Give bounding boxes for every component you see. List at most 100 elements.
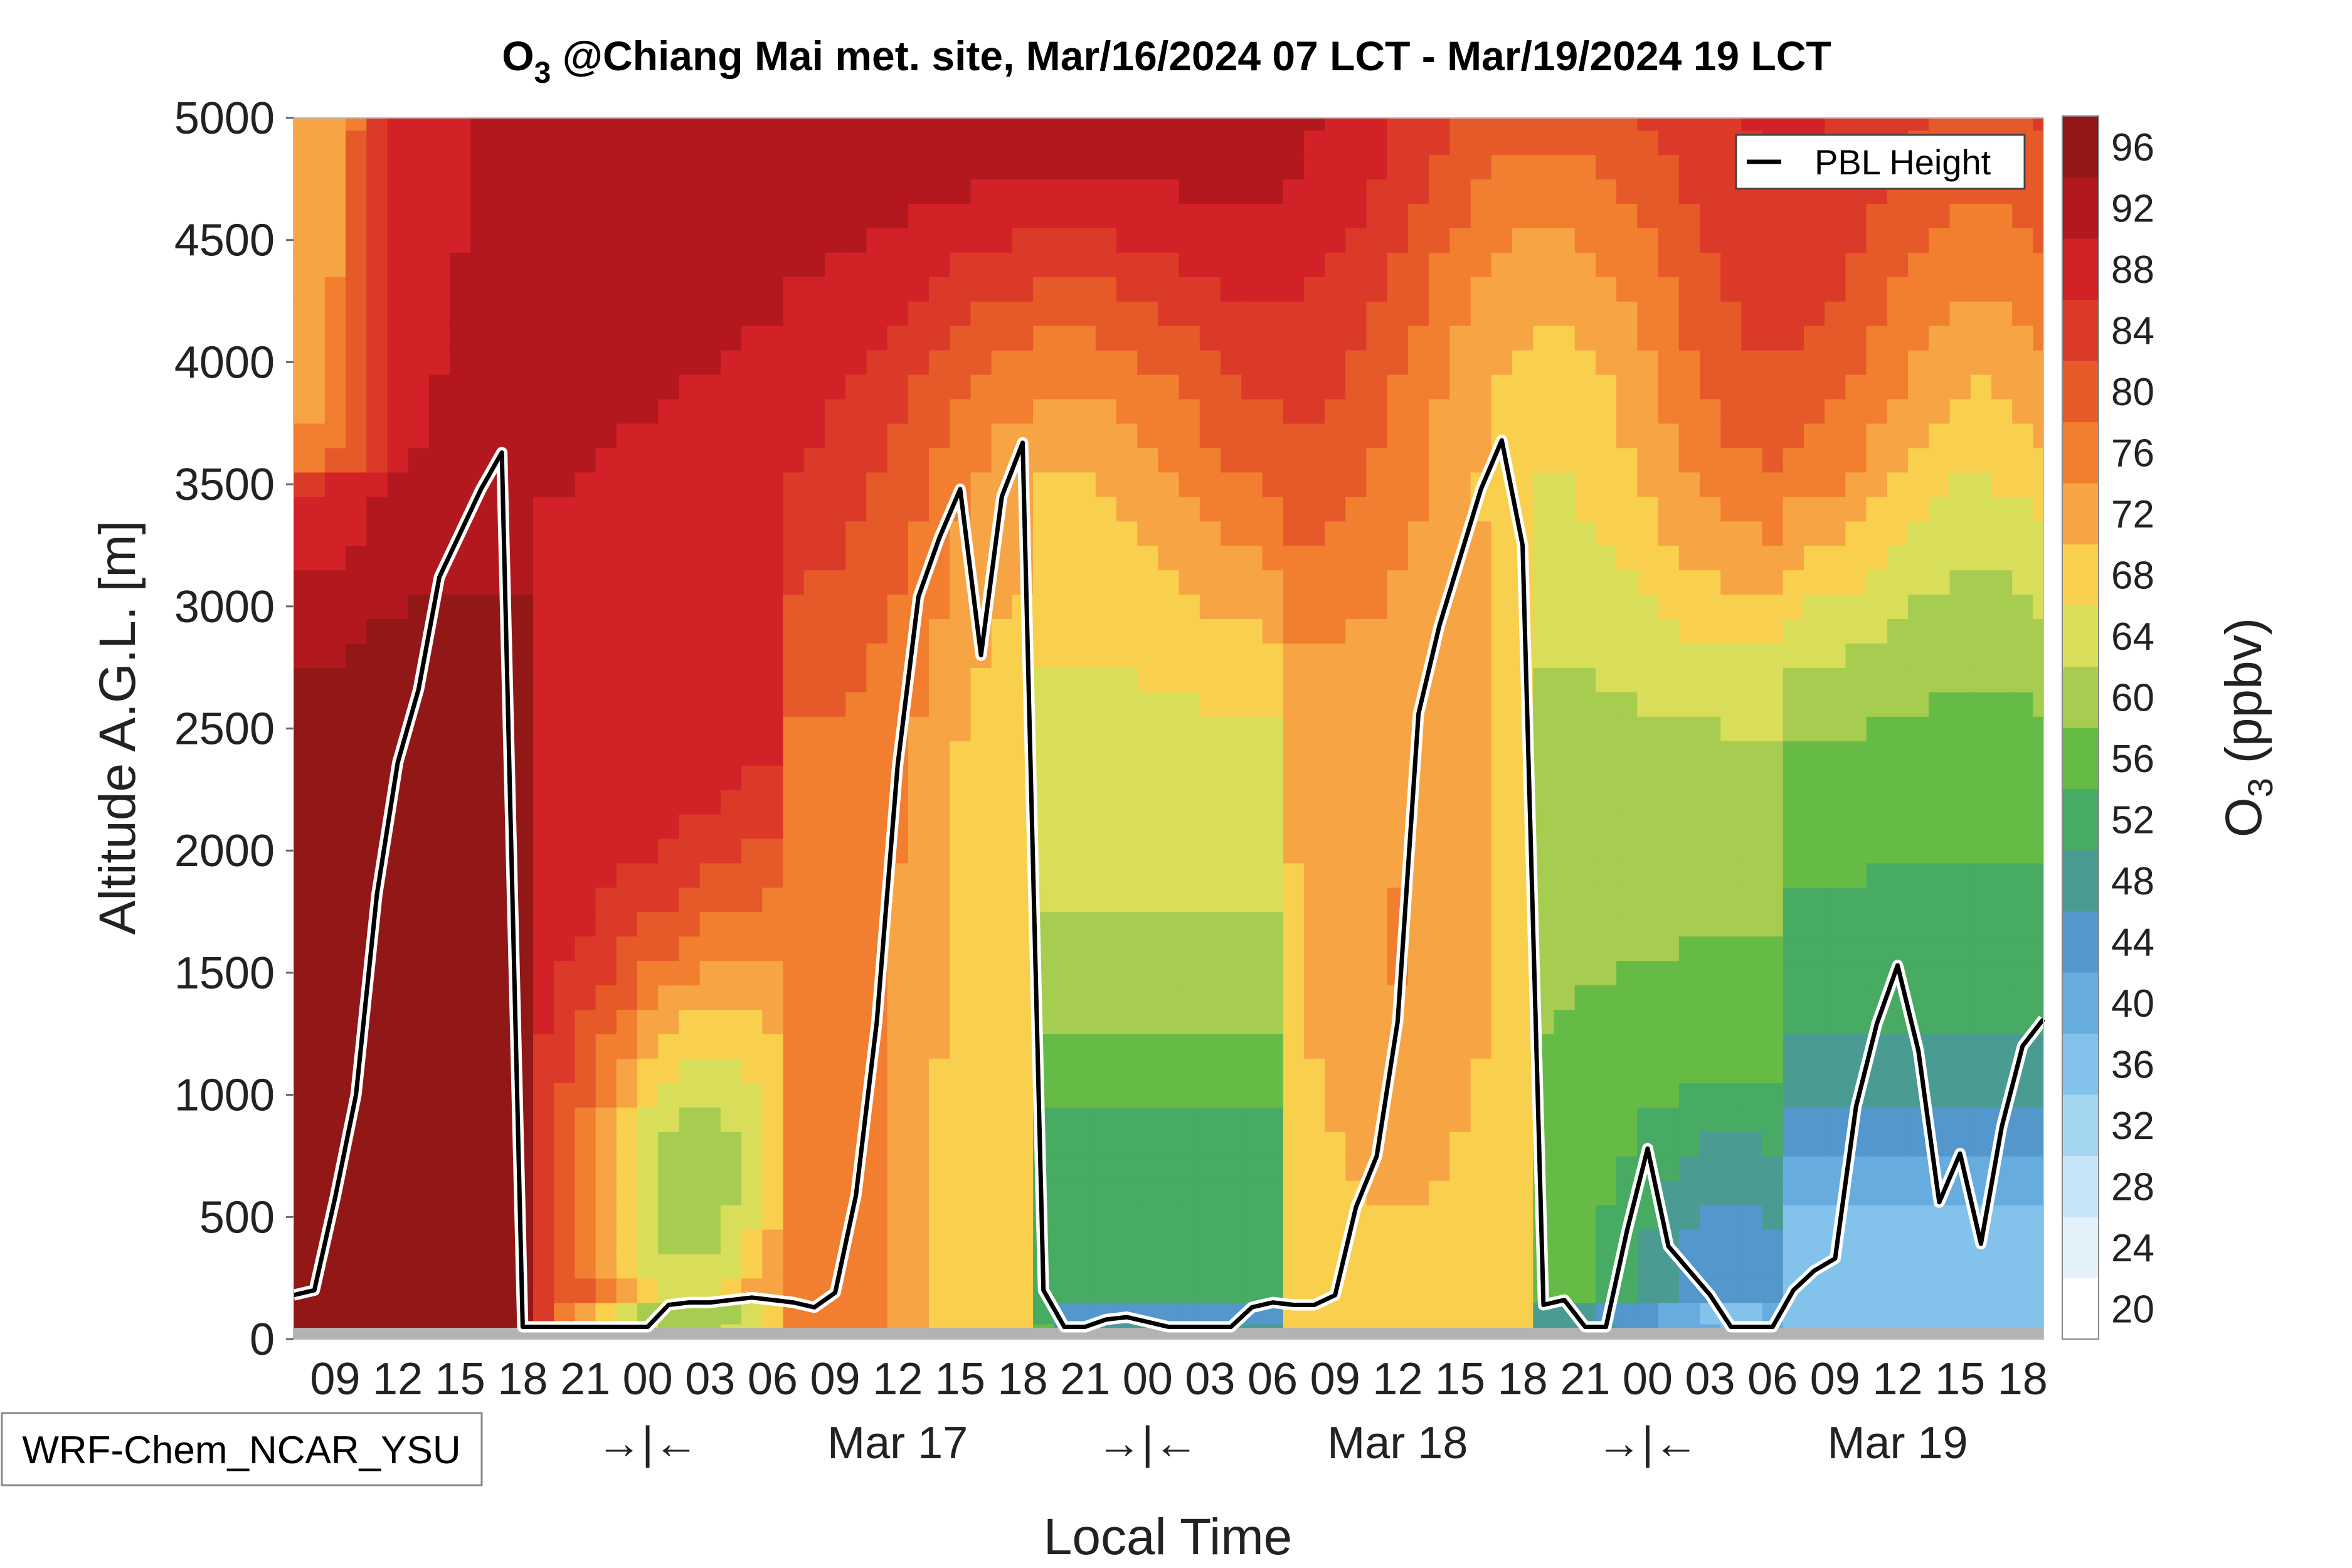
heatmap-cell [450,1083,472,1108]
heatmap-cell [1637,1083,1659,1108]
heatmap-cell [1908,741,1930,766]
heatmap-cell [304,1083,326,1108]
heatmap-cell [450,911,472,937]
heatmap-cell [1949,349,1971,375]
heatmap-cell [387,692,409,717]
heatmap-cell [1408,349,1429,375]
heatmap-cell [470,1253,492,1279]
heatmap-cell [1804,447,1825,473]
heatmap-cell [1137,838,1159,864]
heatmap-cell [762,741,784,766]
heatmap-cell [491,1034,513,1059]
heatmap-cell [950,936,972,961]
heatmap-cell [387,326,409,351]
heatmap-cell [470,594,492,619]
heatmap-cell [1408,1131,1429,1157]
heatmap-cell [1866,1204,1888,1230]
heatmap-cell [1804,960,1825,986]
heatmap-cell [1033,716,1055,741]
heatmap-cell [679,911,701,937]
heatmap-cell [408,1204,430,1230]
heatmap-cell [2012,1107,2034,1132]
heatmap-cell [1887,349,1909,375]
heatmap-cell [595,179,617,204]
heatmap-cell [1199,1058,1221,1083]
heatmap-cell [1325,301,1347,326]
heatmap-cell [783,545,805,571]
heatmap-cell [1554,1034,1576,1059]
heatmap-cell [1804,1058,1825,1083]
heatmap-cell [1095,1034,1117,1059]
heatmap-cell [554,960,576,986]
heatmap-cell [1221,1034,1242,1059]
heatmap-cell [533,1278,554,1303]
heatmap-cell [929,1204,950,1230]
heatmap-cell [991,985,1013,1010]
heatmap-cell [741,1131,763,1157]
heatmap-cell [1303,326,1325,351]
heatmap-cell [1137,154,1159,180]
heatmap-cell [1283,374,1305,400]
heatmap-cell [595,1009,617,1034]
heatmap-cell [1991,228,2013,253]
heatmap-cell [1825,569,1846,595]
heatmap-cell [1616,252,1638,277]
heatmap-cell [699,496,721,522]
heatmap-cell [1116,545,1138,571]
heatmap-cell [845,326,867,351]
heatmap-cell [616,862,638,888]
colorbar-swatch [2062,177,2099,239]
heatmap-cell [1866,1107,1888,1132]
heatmap-cell [741,692,763,717]
heatmap-cell [1700,862,1721,888]
heatmap-cell [1241,569,1263,595]
x-tick-label: 18 [1498,1354,1548,1404]
heatmap-cell [1074,423,1096,448]
heatmap-cell [294,349,305,375]
heatmap-cell [1970,838,1992,864]
heatmap-cell [741,252,763,277]
heatmap-cell [1179,960,1200,986]
heatmap-cell [1054,765,1076,790]
heatmap-cell [1325,423,1347,448]
heatmap-cell [679,118,701,131]
heatmap-cell [991,130,1013,156]
heatmap-cell [1637,1278,1659,1303]
heatmap-cell [1054,985,1076,1010]
heatmap-cell [470,1009,492,1034]
heatmap-cell [1054,374,1076,400]
heatmap-cell [428,1278,450,1303]
heatmap-cell [1637,960,1659,986]
heatmap-cell [1345,1302,1367,1325]
heatmap-cell [637,130,659,156]
heatmap-cell [1054,521,1076,546]
heatmap-cell [1137,789,1159,815]
heatmap-cell [1783,985,1804,1010]
heatmap-cell [1949,545,1971,571]
heatmap-cell [304,960,326,986]
heatmap-cell [762,496,784,522]
heatmap-cell [887,1083,909,1108]
heatmap-cell [1783,1107,1804,1132]
heatmap-cell [1741,447,1763,473]
heatmap-cell [304,179,326,204]
heatmap-cell [699,374,721,400]
heatmap-cell [1678,374,1700,400]
heatmap-cell [1012,1034,1034,1059]
heatmap-cell [1595,1107,1617,1132]
heatmap-cell [450,1302,472,1325]
heatmap-cell [1221,496,1242,522]
heatmap-cell [1074,326,1096,351]
heatmap-cell [1470,594,1492,619]
heatmap-cell [1887,1302,1909,1325]
heatmap-cell [762,228,784,253]
heatmap-cell [1179,911,1200,937]
heatmap-cell [294,936,305,961]
heatmap-cell [616,326,638,351]
heatmap-cell [1804,569,1825,595]
heatmap-cell [1949,1253,1971,1279]
heatmap-cell [1866,326,1888,351]
heatmap-cell [1179,1034,1200,1059]
heatmap-cell [366,1131,388,1157]
heatmap-cell [741,203,763,228]
